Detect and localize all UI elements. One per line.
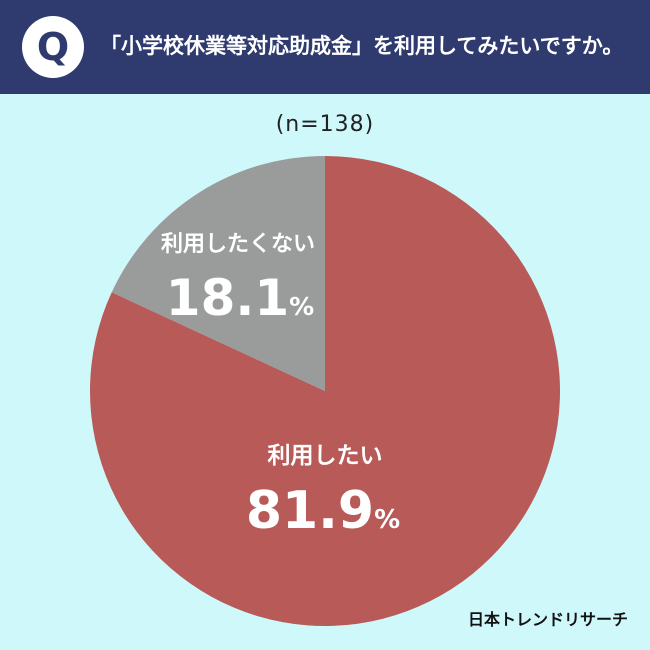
- slice-no-value: 18.1%: [166, 269, 314, 327]
- slice-no-value-number: 18.1: [166, 269, 289, 327]
- slice-no-value-unit: %: [289, 292, 314, 321]
- slice-no: [111, 156, 326, 391]
- brand-logo: 日本トレンドリサーチ: [467, 610, 628, 629]
- question-badge-letter: Q: [36, 25, 70, 69]
- slice-yes-label: 利用したい: [268, 443, 383, 469]
- question-header: Q 「小学校休業等対応助成金」を利用してみたいですか。: [0, 0, 650, 94]
- question-badge: Q: [22, 16, 84, 78]
- slice-yes: [90, 156, 560, 627]
- slice-no-label: 利用したくない: [161, 232, 315, 257]
- slice-yes-value: 81.9%: [246, 481, 400, 541]
- slice-yes-value-unit: %: [374, 505, 400, 535]
- question-text: 「小学校休業等対応助成金」を利用してみたいですか。: [100, 34, 624, 58]
- slice-yes-value-number: 81.9: [246, 481, 374, 541]
- sample-size: (n=138): [275, 112, 375, 137]
